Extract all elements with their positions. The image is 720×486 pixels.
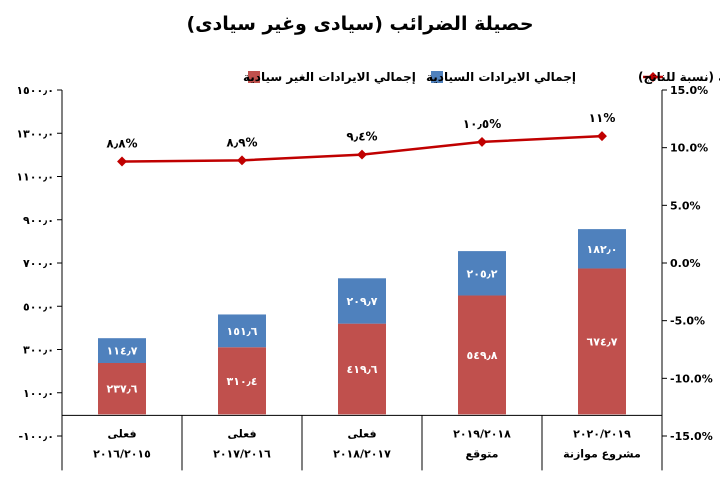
right-tick-label: -5.0%: [670, 315, 705, 328]
bar-sovereign: [338, 278, 386, 324]
legend-swatch-non-sovereign: [248, 71, 260, 83]
category-axis: فعلى ٢٠١٦/٢٠١٥ فعلى ٢٠١٧/٢٠١٦ فعلى ٢٠١٨/٢٠١٧ ٢…: [61, 414, 663, 471]
bar-label-non-sovereign: ٥٤٩٫٨: [467, 349, 498, 362]
ratio-point: [237, 155, 247, 166]
bar-label-sovereign: ١٨٢٫٠: [587, 243, 618, 256]
legend-label-sovereign: إجمالي الايرادات السيادية: [426, 70, 576, 84]
bar-sovereign: [218, 314, 266, 348]
axes: -١٠٠٫٠ ١٠٠٫٠ ٣٠٠٫٠ ٥٠٠٫٠ ٧٠٠٫٠ ٩٠٠٫٠ ١١٠٠٫٠ ١٣٠…: [16, 84, 712, 443]
left-tick-label: ١٥٠٠٫٠: [16, 84, 54, 97]
ratio-point-label: ١١%: [589, 111, 616, 125]
bar-sovereign: [458, 251, 506, 296]
category-label-line2: ٢٠١٨/٢٠١٧: [333, 447, 391, 460]
ratio-point-label: ٩٫٤%: [346, 130, 377, 144]
ratio-point-label: ٨٫٨%: [106, 137, 137, 151]
right-tick-label: -10.0%: [670, 372, 713, 385]
left-tick-label: ١٣٠٠٫٠: [16, 127, 54, 140]
bars: ٢٣٧٫٦ ١١٤٫٧ ٣١٠٫٤ ١٥١٫٦ ٤١٩٫٦ ٢٠٩٫٧ ٥٤٩٫٨ ٢٠٥٫٢…: [98, 229, 626, 415]
ratio-point: [117, 156, 127, 167]
right-tick-label: 10.0%: [670, 142, 708, 155]
right-tick-label: 15.0%: [670, 84, 708, 97]
bar-non-sovereign: [578, 268, 626, 415]
right-tick-label: -15.0%: [670, 430, 713, 443]
category-label-line2: ٢٠١٦/٢٠١٥: [93, 447, 151, 460]
category-label-line1: ٢٠٢٠/٢٠١٩: [573, 427, 631, 440]
ratio-point: [597, 131, 607, 142]
bar-non-sovereign: [458, 295, 506, 415]
legend-label-ratio: الايرادات الغير سيادية (نسبة للناتج): [638, 70, 720, 84]
category-label-line2: ٢٠١٧/٢٠١٦: [213, 447, 271, 460]
left-tick-label: ٧٠٠٫٠: [23, 257, 54, 270]
left-tick-label: ٩٠٠٫٠: [23, 214, 54, 227]
category-label-line2: متوقع: [466, 447, 499, 460]
category-label-line1: فعلى: [107, 427, 136, 440]
ratio-point-label: ١٠٫٥%: [463, 117, 502, 131]
ratio-point: [477, 136, 487, 147]
right-tick-label: 0.0%: [670, 257, 701, 270]
bar-label-sovereign: ١٥١٫٦: [227, 325, 258, 338]
category-label-line2: مشروع موازنة: [563, 447, 641, 460]
bar-sovereign: [578, 229, 626, 269]
category-label-line1: ٢٠١٩/٢٠١٨: [453, 427, 511, 440]
legend-label-non-sovereign: إجمالي الايرادات الغير سيادية: [243, 70, 416, 84]
right-tick-label: 5.0%: [670, 199, 701, 212]
legend: الايرادات الغير سيادية (نسبة للناتج) إجما…: [243, 70, 720, 84]
bar-non-sovereign: [98, 362, 146, 415]
chart-title: حصيلة الضرائب (سيادى وغير سيادى): [186, 13, 533, 35]
bar-label-non-sovereign: ٣١٠٫٤: [227, 375, 258, 388]
left-tick-label: -١٠٠٫٠: [18, 430, 54, 443]
legend-line-marker: [648, 72, 658, 82]
bar-label-non-sovereign: ٦٧٤٫٧: [587, 335, 618, 348]
bar-sovereign: [98, 338, 146, 363]
bar-label-non-sovereign: ٢٣٧٫٦: [107, 383, 138, 396]
left-tick-label: ٣٠٠٫٠: [23, 344, 54, 357]
bar-non-sovereign: [338, 323, 386, 415]
legend-swatch-sovereign: [431, 71, 443, 83]
bar-label-non-sovereign: ٤١٩٫٦: [347, 363, 378, 376]
category-label-line1: فعلى: [227, 427, 256, 440]
left-tick-label: ١١٠٠٫٠: [16, 171, 54, 184]
left-tick-label: ٥٠٠٫٠: [23, 300, 54, 313]
bar-label-sovereign: ١١٤٫٧: [107, 345, 138, 358]
ratio-line: ٨٫٨% ٨٫٩% ٩٫٤% ١٠٫٥% ١١%: [106, 111, 616, 167]
bar-non-sovereign: [218, 347, 266, 415]
ratio-point-label: ٨٫٩%: [226, 135, 257, 149]
bar-label-sovereign: ٢٠٥٫٢: [467, 267, 498, 280]
bar-label-sovereign: ٢٠٩٫٧: [347, 295, 378, 308]
category-label-line1: فعلى: [347, 427, 376, 440]
left-tick-label: ١٠٠٫٠: [23, 387, 54, 400]
ratio-point: [357, 149, 367, 160]
